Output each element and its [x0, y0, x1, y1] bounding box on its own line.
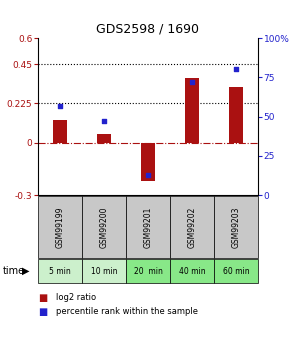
Text: percentile rank within the sample: percentile rank within the sample	[56, 307, 197, 316]
Text: GSM99202: GSM99202	[188, 206, 197, 248]
Bar	[142, 143, 155, 181]
Bar	[126, 196, 170, 258]
Text: 20  min: 20 min	[134, 266, 162, 276]
Point	[146, 172, 150, 177]
Bar	[38, 196, 82, 258]
Bar	[82, 259, 126, 283]
Point	[234, 67, 238, 72]
Point	[58, 103, 62, 108]
Bar	[214, 196, 258, 258]
Text: time: time	[3, 266, 25, 276]
Bar	[97, 134, 110, 143]
Text: ■: ■	[38, 293, 47, 303]
Text: GSM99201: GSM99201	[144, 206, 152, 248]
Bar	[53, 120, 67, 143]
Text: 10 min: 10 min	[91, 266, 117, 276]
Text: 60 min: 60 min	[223, 266, 249, 276]
Title: GDS2598 / 1690: GDS2598 / 1690	[96, 22, 200, 36]
Bar	[185, 78, 199, 143]
Bar	[229, 87, 243, 143]
Text: GSM99200: GSM99200	[100, 206, 108, 248]
Bar	[82, 196, 126, 258]
Bar	[214, 259, 258, 283]
Text: GSM99203: GSM99203	[231, 206, 241, 248]
Bar	[126, 259, 170, 283]
Text: log2 ratio: log2 ratio	[56, 294, 96, 303]
Bar	[170, 259, 214, 283]
Point	[102, 118, 106, 124]
Text: ▶: ▶	[22, 266, 30, 276]
Text: 40 min: 40 min	[179, 266, 205, 276]
Point	[190, 79, 194, 85]
Text: ■: ■	[38, 307, 47, 317]
Bar	[170, 196, 214, 258]
Text: GSM99199: GSM99199	[55, 206, 64, 248]
Bar	[38, 259, 82, 283]
Text: 5 min: 5 min	[49, 266, 71, 276]
